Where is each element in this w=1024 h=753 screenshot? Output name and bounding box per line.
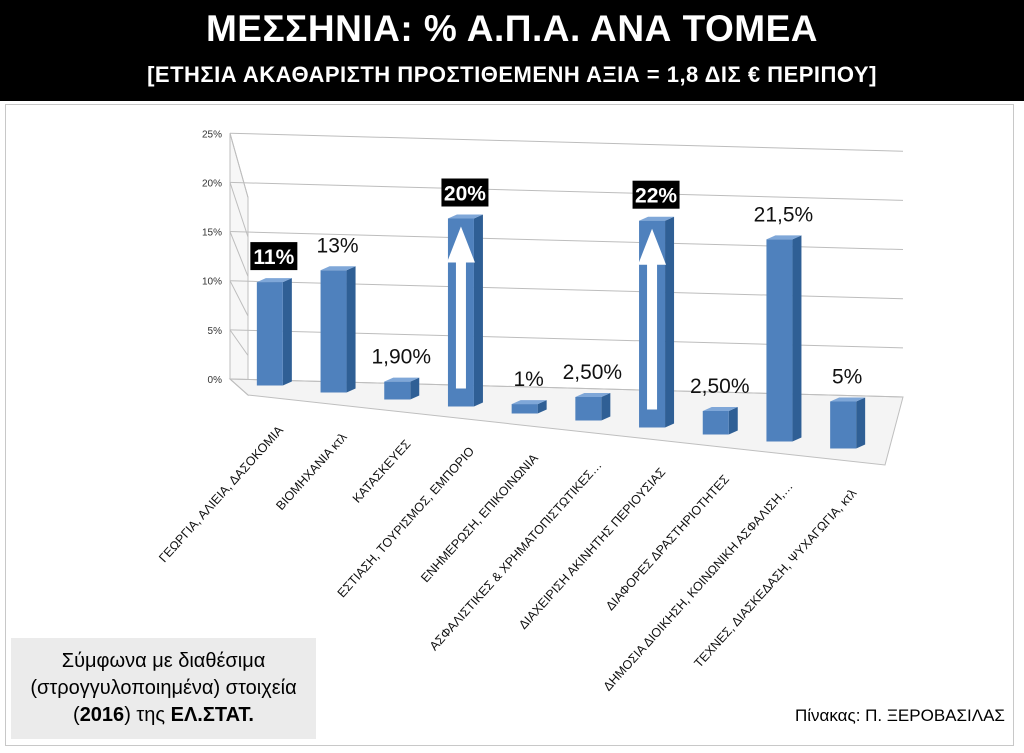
up-arrow-icon xyxy=(638,228,667,410)
x-category-label: ΕΣΤΙΑΣΗ, ΤΟΥΡΙΣΜΟΣ, ΕΜΠΟΡΙΟ xyxy=(335,444,478,600)
y-tick-label: 5% xyxy=(208,326,223,337)
bar xyxy=(511,404,538,414)
data-label: 5% xyxy=(832,366,862,389)
source-note-source: ΕΛ.ΣΤΑΤ. xyxy=(170,704,254,726)
data-label: 20% xyxy=(444,183,486,206)
source-note-line2: (στρογγυλοποιημένα) στοιχεία xyxy=(30,677,297,699)
bar-side xyxy=(410,377,420,400)
x-category-label: ΚΑΤΑΣΚΕΥΕΣ xyxy=(350,437,414,506)
gridline-side xyxy=(229,378,249,396)
bar-top xyxy=(575,393,611,397)
y-tick-label: 10% xyxy=(202,277,222,288)
data-label-box xyxy=(441,178,489,207)
chart-frame xyxy=(5,104,1014,746)
bar-top xyxy=(511,400,547,405)
data-label: 21,5% xyxy=(754,203,814,226)
data-label-box xyxy=(250,242,298,271)
bar-side xyxy=(601,393,611,421)
chart-side-wall xyxy=(229,133,249,397)
page-title: ΜΕΣΣΗΝΙΑ: % Α.Π.Α. ΑΝΑ ΤΟΜΕΑ xyxy=(205,8,819,49)
bar-side xyxy=(346,266,356,393)
bar-top xyxy=(766,235,802,240)
bar xyxy=(256,282,283,386)
gridline xyxy=(229,181,904,201)
y-tick-label: 20% xyxy=(202,178,222,189)
x-category-label: ΤΕΧΝΕΣ, ΔΙΑΣΚΕΔΑΣΗ, ΨΥΧΑΓΩΓΙΑ, κτλ xyxy=(691,486,859,671)
bar xyxy=(575,397,602,421)
gridline-side xyxy=(229,133,249,198)
bar xyxy=(702,411,729,435)
data-label: 13% xyxy=(317,234,359,257)
y-tick-label: 15% xyxy=(202,228,222,239)
data-label: 2,50% xyxy=(690,375,750,398)
bar-top xyxy=(384,377,420,382)
data-label: 11% xyxy=(253,246,294,269)
y-tick-label: 25% xyxy=(202,129,222,140)
data-label: 2,50% xyxy=(563,361,623,384)
page-subtitle: [ΕΤΗΣΙΑ ΑΚΑΘΑΡΙΣΤΗ ΠΡΟΣΤΙΘΕΜΕΝΗ ΑΞΙΑ = 1… xyxy=(147,62,877,87)
bar-side xyxy=(282,278,292,386)
bar-top xyxy=(830,397,866,402)
bar xyxy=(384,381,411,400)
bar-side xyxy=(728,407,738,435)
up-arrow-icon xyxy=(446,226,475,389)
x-category-label: ΕΝΗΜΕΡΩΣΗ, ΕΠΙΚΟΙΝΩΝΙΑ xyxy=(418,451,541,585)
data-label: 1% xyxy=(513,368,543,391)
bar-side xyxy=(665,216,675,428)
bar-top xyxy=(320,266,356,271)
gridline-side xyxy=(229,329,249,356)
gridline-side xyxy=(229,182,249,238)
y-tick-label: 0% xyxy=(208,375,223,386)
gridline-side xyxy=(229,280,249,317)
source-note-year: 2016 xyxy=(79,704,125,726)
x-category-label: ΒΙΟΜΗΧΑΝΙΑ κτλ xyxy=(273,430,350,513)
data-label-box xyxy=(632,180,680,209)
bar xyxy=(766,239,793,442)
source-note-line1: Σύμφωνα με διαθέσιμα xyxy=(61,650,266,672)
credit-text: Πίνακας: Π. ΞΕΡΟΒΑΣΙΛΑΣ xyxy=(795,706,1005,725)
source-note-line3: (2016) της ΕΛ.ΣΤΑΤ. xyxy=(73,704,254,726)
bar xyxy=(830,401,857,449)
x-category-label: ΔΙΑΦΟΡΕΣ ΔΡΑΣΤΗΡΙΟΤΗΤΕΣ xyxy=(603,472,732,613)
bar xyxy=(320,270,347,393)
header: ΜΕΣΣΗΝΙΑ: % Α.Π.Α. ΑΝΑ ΤΟΜΕΑ [ΕΤΗΣΙΑ ΑΚΑ… xyxy=(0,0,1024,101)
x-category-label: ΔΙΑΧΕΙΡΙΣΗ ΑΚΙΝΗΤΗΣ ΠΕΡΙΟΥΣΙΑΣ xyxy=(516,465,668,632)
bar-side xyxy=(473,214,483,407)
data-label: 22% xyxy=(635,185,677,208)
bar-top xyxy=(447,214,483,219)
x-category-label: ΓΕΩΡΓΙΑ, ΑΛΙΕΙΑ, ΔΑΣΟΚΟΜΙΑ xyxy=(156,423,286,565)
bar-top xyxy=(256,278,292,283)
source-note-middle: ) της xyxy=(124,704,171,726)
source-note: Σύμφωνα με διαθέσιμα (στρογγυλοποιημένα)… xyxy=(11,638,316,739)
bar-top xyxy=(639,216,675,221)
bar-side xyxy=(537,400,547,414)
gridline-side xyxy=(229,231,249,277)
bar-side xyxy=(792,235,802,442)
bar-top xyxy=(702,407,738,411)
data-label: 1,90% xyxy=(371,346,431,369)
gridline xyxy=(229,132,904,152)
bar-side xyxy=(856,397,866,449)
